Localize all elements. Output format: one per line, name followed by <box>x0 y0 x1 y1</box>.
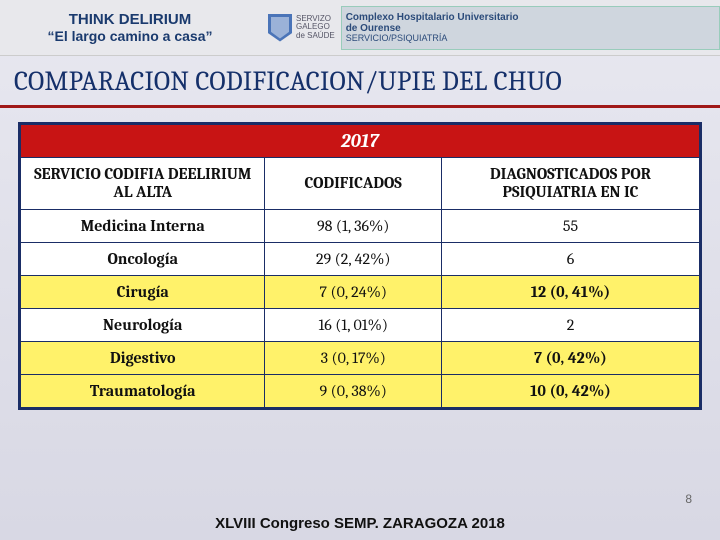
header-title-block: THINK DELIRIUM “El largo camino a casa” <box>0 7 260 48</box>
cell-codificados: 29 (2, 42%) <box>265 242 442 275</box>
col-diagnosticados: DIAGNOSTICADOS POR PSIQUIATRIA EN IC <box>441 158 699 210</box>
shield-icon <box>268 14 292 42</box>
cell-service: Cirugía <box>21 275 265 308</box>
table-year-row: 2017 <box>21 125 700 158</box>
cell-service: Neurología <box>21 308 265 341</box>
comparison-table: 2017 SERVICIO CODIFIA DEELIRIUM AL ALTA … <box>18 122 702 410</box>
table: 2017 SERVICIO CODIFIA DEELIRIUM AL ALTA … <box>20 124 700 408</box>
slide-title-row: COMPARACION CODIFICACION/UPIE DEL CHUO <box>0 56 720 108</box>
col-service: SERVICIO CODIFIA DEELIRIUM AL ALTA <box>21 158 265 210</box>
cell-codificados: 98 (1, 36%) <box>265 209 442 242</box>
header-line2: “El largo camino a casa” <box>8 28 252 44</box>
cell-diagnosticados: 12 (0, 41%) <box>441 275 699 308</box>
cell-service: Medicina Interna <box>21 209 265 242</box>
header-line1: THINK DELIRIUM <box>8 11 252 28</box>
table-row: Medicina Interna98 (1, 36%)55 <box>21 209 700 242</box>
header-logos: SERVIZO GALEGO de SAÚDE Complexo Hospita… <box>260 0 720 55</box>
cell-codificados: 9 (0, 38%) <box>265 374 442 407</box>
cell-codificados: 7 (0, 24%) <box>265 275 442 308</box>
cell-diagnosticados: 10 (0, 42%) <box>441 374 699 407</box>
logo-sergas: SERVIZO GALEGO de SAÚDE <box>268 6 335 50</box>
year-cell: 2017 <box>21 125 700 158</box>
cell-diagnosticados: 55 <box>441 209 699 242</box>
cell-service: Traumatología <box>21 374 265 407</box>
slide-title: COMPARACION CODIFICACION/UPIE DEL CHUO <box>14 66 706 97</box>
hospital-banner: Complexo Hospitalario Universitario de O… <box>341 6 720 50</box>
cell-service: Digestivo <box>21 341 265 374</box>
table-header-row: SERVICIO CODIFIA DEELIRIUM AL ALTA CODIF… <box>21 158 700 210</box>
table-row: Oncología29 (2, 42%)6 <box>21 242 700 275</box>
page-number: 8 <box>685 492 692 506</box>
cell-codificados: 3 (0, 17%) <box>265 341 442 374</box>
table-row: Traumatología9 (0, 38%)10 (0, 42%) <box>21 374 700 407</box>
cell-diagnosticados: 7 (0, 42%) <box>441 341 699 374</box>
cell-codificados: 16 (1, 01%) <box>265 308 442 341</box>
table-row: Neurología16 (1, 01%)2 <box>21 308 700 341</box>
cell-diagnosticados: 2 <box>441 308 699 341</box>
footer-text: XLVIII Congreso SEMP. ZARAGOZA 2018 <box>0 515 720 532</box>
col-codificados: CODIFICADOS <box>265 158 442 210</box>
cell-diagnosticados: 6 <box>441 242 699 275</box>
table-row: Cirugía7 (0, 24%)12 (0, 41%) <box>21 275 700 308</box>
table-row: Digestivo3 (0, 17%)7 (0, 42%) <box>21 341 700 374</box>
cell-service: Oncología <box>21 242 265 275</box>
header-bar: THINK DELIRIUM “El largo camino a casa” … <box>0 0 720 56</box>
